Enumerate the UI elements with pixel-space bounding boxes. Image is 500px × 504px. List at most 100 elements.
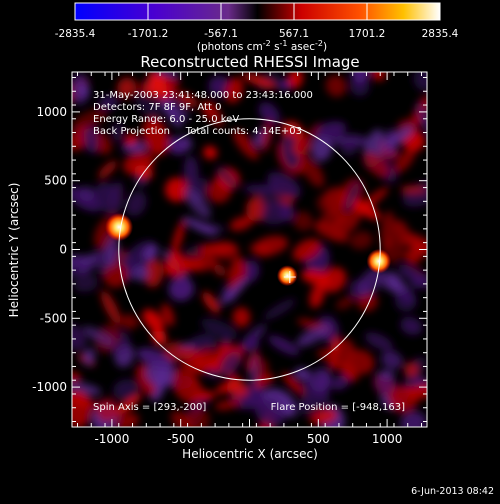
background-blob bbox=[178, 346, 208, 374]
info-annotations: 31-May-2003 23:41:48.000 to 23:43:16.000… bbox=[93, 90, 313, 137]
background-blob bbox=[394, 289, 417, 312]
background-blob bbox=[242, 73, 277, 89]
background-blob bbox=[183, 155, 199, 188]
background-blob bbox=[168, 276, 194, 301]
image-background-pattern bbox=[72, 72, 427, 427]
background-blob bbox=[72, 382, 102, 396]
background-blob bbox=[77, 83, 90, 98]
background-blob bbox=[232, 307, 251, 328]
background-blob bbox=[206, 179, 232, 203]
background-blob bbox=[72, 390, 92, 427]
background-blob bbox=[386, 126, 414, 147]
background-blob bbox=[142, 309, 164, 332]
background-blob bbox=[246, 380, 266, 407]
background-blob bbox=[171, 219, 185, 257]
background-blob bbox=[132, 265, 150, 282]
spin-axis-text: Spin Axis = [293,-200] bbox=[93, 402, 206, 413]
background-blob bbox=[219, 351, 241, 376]
background-blob bbox=[301, 269, 331, 286]
background-blob bbox=[208, 75, 230, 97]
solar-limb-circle bbox=[118, 118, 381, 381]
background-blob bbox=[402, 250, 422, 263]
y-tick-label: 1000 bbox=[36, 105, 67, 119]
background-blob bbox=[331, 373, 351, 391]
background-blob bbox=[94, 182, 123, 214]
y-axis-label: Heliocentric Y (arcsec) bbox=[7, 183, 21, 318]
background-blob bbox=[319, 267, 347, 293]
x-tick-label: 1000 bbox=[372, 432, 403, 446]
background-blob bbox=[364, 332, 393, 351]
background-blob bbox=[279, 202, 295, 222]
colorbar-units: (photons cm-2 s-1 asec-2) bbox=[197, 39, 327, 53]
background-blob bbox=[295, 123, 321, 153]
background-blob bbox=[213, 264, 226, 277]
background-blob bbox=[325, 74, 347, 97]
background-blob bbox=[260, 119, 273, 153]
colorbar-tick-label: 2835.4 bbox=[422, 28, 459, 40]
background-blob bbox=[399, 185, 427, 194]
background-blob bbox=[351, 72, 370, 84]
colorbar: -2835.4 -1701.2 -567.1 567.1 1701.2 2835.4 (p… bbox=[55, 2, 459, 53]
background-blob bbox=[120, 314, 139, 330]
background-blob bbox=[202, 291, 220, 314]
background-blob bbox=[311, 133, 333, 162]
background-blob bbox=[309, 283, 325, 309]
background-blob bbox=[82, 326, 115, 346]
background-blob bbox=[344, 181, 360, 211]
x-axis-label: Heliocentric X (arcsec) bbox=[182, 447, 318, 461]
background-blob bbox=[181, 135, 193, 151]
background-blob bbox=[112, 122, 123, 142]
x-tick-label: 0 bbox=[246, 432, 254, 446]
background-blob bbox=[219, 277, 249, 305]
info-line: Detectors: 7F 8F 9F, Att 0 bbox=[93, 102, 221, 113]
background-blob bbox=[254, 397, 286, 426]
background-blob bbox=[371, 72, 386, 81]
flare-source bbox=[276, 265, 298, 287]
background-blob bbox=[263, 298, 296, 320]
background-blob bbox=[164, 77, 181, 88]
background-blob bbox=[317, 211, 347, 228]
background-blob bbox=[363, 151, 390, 178]
background-blob bbox=[83, 123, 99, 154]
footer-date: 6-Jun-2013 08:42 bbox=[411, 486, 494, 497]
background-blob bbox=[98, 160, 118, 179]
background-blob bbox=[292, 238, 322, 262]
background-blob bbox=[72, 324, 87, 351]
x-tick-label: -500 bbox=[167, 432, 194, 446]
background-blob bbox=[73, 273, 98, 293]
background-blob bbox=[282, 372, 304, 395]
y-axis-ticks: -1000 -500 0 500 1000 bbox=[32, 77, 427, 422]
background-blob bbox=[115, 393, 142, 416]
chart-title: Reconstructed RHESSI Image bbox=[140, 53, 359, 71]
background-blob bbox=[317, 348, 339, 363]
y-tick-label: 500 bbox=[44, 174, 67, 188]
x-tick-label: -1000 bbox=[94, 432, 129, 446]
colorbar-tick-label: -567.1 bbox=[204, 28, 238, 40]
background-blob bbox=[335, 295, 356, 310]
background-blob bbox=[205, 100, 224, 128]
background-blob bbox=[229, 216, 253, 231]
background-blob bbox=[143, 245, 158, 260]
background-blob bbox=[309, 367, 333, 393]
x-axis-ticks: -1000 -500 0 500 1000 bbox=[77, 72, 422, 446]
background-blob bbox=[349, 231, 373, 250]
background-blob bbox=[178, 260, 205, 273]
colorbar-tick-label: -2835.4 bbox=[55, 28, 96, 40]
background-blob bbox=[162, 101, 183, 128]
background-blob bbox=[394, 146, 416, 174]
background-blob bbox=[124, 132, 139, 146]
x-tick-label: 500 bbox=[307, 432, 330, 446]
background-blob bbox=[117, 77, 137, 98]
background-blob bbox=[171, 365, 197, 392]
background-blob bbox=[357, 267, 383, 297]
y-tick-label: -500 bbox=[40, 311, 67, 325]
background-blob bbox=[397, 117, 423, 129]
background-blob bbox=[125, 191, 147, 217]
background-blob bbox=[292, 211, 314, 231]
background-blob bbox=[357, 187, 389, 213]
background-blob bbox=[100, 290, 121, 325]
background-blob bbox=[316, 192, 345, 216]
background-blob bbox=[393, 219, 412, 247]
background-blob bbox=[79, 186, 95, 202]
background-blob bbox=[406, 383, 427, 400]
